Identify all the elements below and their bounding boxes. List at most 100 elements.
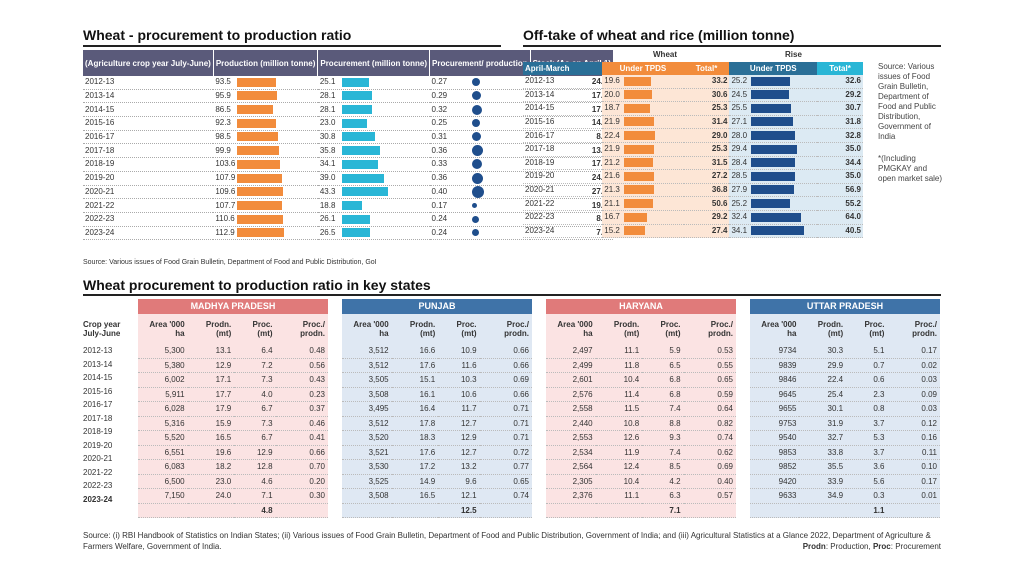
state-cell: 0.59 (717, 389, 733, 399)
state-cell: 22.4 (827, 375, 844, 385)
states-title: Wheat procurement to production ratio in… (83, 277, 431, 293)
ratio-dot (471, 159, 482, 170)
wheat-total-value: 33.2 (683, 75, 730, 89)
state-cell: 0.62 (717, 447, 733, 457)
row-year: 2017-18 (83, 143, 214, 159)
procurement-bar (341, 228, 370, 238)
procurement-value: 43.3 (319, 186, 336, 196)
offtake-year: 2021-22 (523, 196, 603, 211)
row-year: 2013-14 (83, 89, 214, 104)
state-cell: 32.7 (827, 433, 844, 443)
offtake-note: *(Including PMGKAY and open market sale) (878, 154, 943, 183)
production-cell: 98.5 (213, 130, 318, 145)
state-cell: 34.9 (827, 491, 844, 501)
state-cell: 29.9 (827, 360, 844, 370)
state-cell: 2,499 (572, 360, 593, 370)
state-cell: 9420 (778, 476, 797, 486)
offtake-rule (523, 45, 941, 47)
table-row: 3,512 17.6 11.6 0.66 (342, 358, 532, 373)
production-cell: 86.5 (213, 102, 318, 118)
state-cell: 17.9 (215, 404, 232, 414)
state-cell: 16.1 (419, 389, 436, 399)
ratio-dot (471, 145, 483, 157)
rice-tpds-value: 27.9 (731, 185, 748, 195)
state-cell: 2.3 (873, 389, 885, 399)
state-cell: 0.71 (513, 404, 529, 414)
procurement-value: 30.8 (319, 132, 336, 142)
table-row: 6,028 17.9 6.7 0.37 (138, 402, 328, 416)
table-row: 6,500 23.0 4.6 0.20 (138, 474, 328, 489)
state-cell: 0.17 (921, 346, 937, 356)
state-cell (276, 503, 328, 518)
state-cell: 12.9 (460, 433, 477, 443)
table-row: 3,530 17.2 13.2 0.77 (342, 460, 532, 474)
table-row: 9540 32.7 5.3 0.16 (750, 431, 940, 445)
state-cell: 3.7 (873, 447, 885, 457)
procurement-cell: 28.1 (317, 89, 430, 104)
state-cell: 0.11 (922, 447, 937, 457)
state-cell: 2,553 (572, 433, 593, 443)
rice-tpds-cell: 32.4 (729, 210, 818, 225)
procurement-bar (341, 214, 370, 224)
rice-tpds-cell: 24.5 (729, 88, 818, 103)
state-cell: 6.8 (669, 375, 681, 385)
ratio-value: 0.32 (431, 104, 448, 114)
rice-tpds-cell: 28.4 (729, 156, 818, 171)
production-value: 109.6 (215, 186, 236, 196)
offtake-year: 2020-21 (523, 183, 603, 198)
production-cell: 95.9 (213, 89, 318, 104)
rice-tpds-bar (751, 199, 791, 209)
col-ratio: Procurement/ production (429, 50, 531, 76)
rice-total-value: 64.0 (817, 210, 863, 225)
table-row: 3,505 15.1 10.3 0.69 (342, 373, 532, 387)
table-row: 2,497 11.1 5.9 0.53 (546, 344, 736, 358)
state-subcolumn: Proc./ prodn. (504, 320, 529, 338)
wheat-tpds-value: 21.9 (604, 144, 620, 154)
table-row: 2012-13 19.6 33.2 25.2 32.6 (523, 75, 863, 89)
legend-prodn-val: : Production, (825, 542, 873, 551)
state-cell: 19.6 (215, 447, 232, 457)
table-row: 9633 34.9 0.3 0.01 (750, 489, 940, 503)
state-cell: 9853 (778, 447, 797, 457)
state-block-haryana: HARYANA Area '000 ha Prodn. (mt) Proc. (mt)… (546, 299, 736, 518)
state-cell: 9.6 (465, 476, 477, 486)
production-bar (237, 214, 284, 224)
production-cell: 93.5 (213, 76, 318, 90)
wheat-total-value: 25.3 (683, 101, 730, 116)
procurement-value: 34.1 (319, 159, 336, 169)
state-cell: 18.3 (419, 433, 436, 443)
state-cell: 9645 (778, 389, 797, 399)
wheat-total-value: 36.8 (683, 183, 730, 198)
rice-tpds-bar (751, 103, 792, 113)
ratio-cell: 0.31 (429, 130, 531, 145)
state-cell: 4.0 (261, 389, 273, 399)
rice-tpds-bar (751, 144, 798, 154)
table-row: 2022-23 16.7 29.2 32.4 64.0 (523, 210, 863, 225)
state-cell: 11.9 (624, 447, 640, 457)
row-year: 2016-17 (83, 130, 214, 145)
state-cell: 12.9 (256, 447, 273, 457)
state-cell: 3,530 (368, 462, 389, 472)
state-cell: 0.65 (717, 375, 733, 385)
table-row: 5,300 13.1 6.4 0.48 (138, 344, 328, 358)
state-row-year: 2014-15 (83, 373, 113, 383)
ratio-cell: 0.24 (429, 226, 531, 241)
rice-tpds-bar (751, 226, 805, 236)
state-cell: 0.03 (921, 404, 937, 414)
production-cell: 109.6 (213, 185, 318, 200)
production-bar (237, 132, 279, 142)
states-source: Source: (i) RBI Handbook of Statistics o… (83, 530, 941, 552)
state-subcolumn: Proc. (mt) (456, 320, 477, 338)
wheat-total-value: 29.2 (683, 210, 730, 225)
state-header: HARYANA (546, 299, 736, 314)
state-cell: 0.3 (873, 491, 885, 501)
wheat-tpds-cell: 15.2 (602, 224, 684, 239)
row-year: 2019-20 (83, 171, 214, 186)
production-bar (237, 187, 284, 197)
state-cell: 3,520 (368, 433, 389, 443)
state-cell (138, 503, 188, 518)
col-april-march: April-March (523, 62, 603, 75)
state-cell: 0.56 (309, 360, 325, 370)
state-cell: 5,911 (165, 389, 185, 399)
production-bar (237, 118, 277, 128)
